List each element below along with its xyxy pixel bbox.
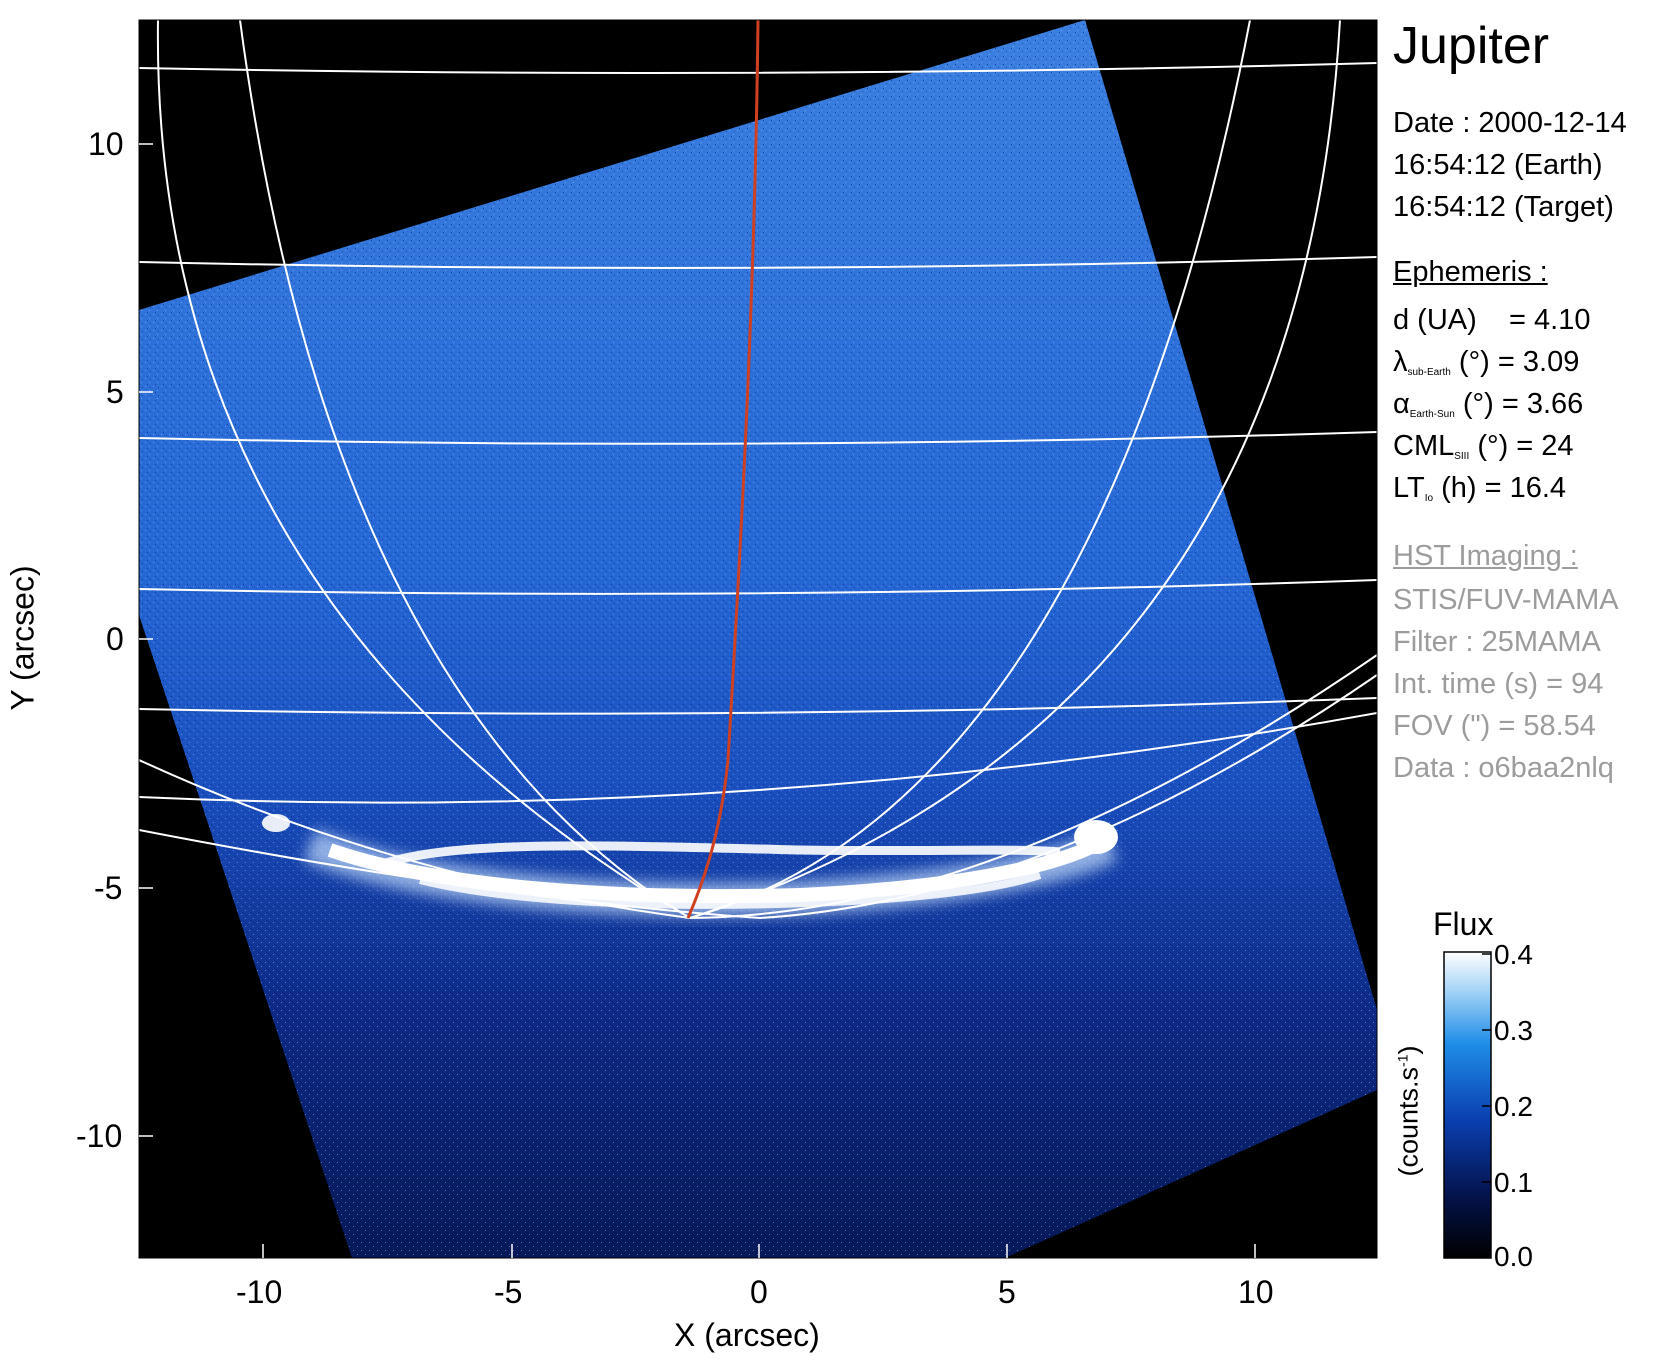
distance-value: = 4.10 bbox=[1509, 304, 1591, 336]
lambda-subscript: sub-Earth bbox=[1407, 367, 1451, 378]
colorbar bbox=[1443, 951, 1492, 1259]
ephemeris-heading: Ephemeris : bbox=[1393, 256, 1548, 288]
colorbar-label-close: ) bbox=[1393, 1045, 1424, 1055]
colorbar-tick-0.3: 0.3 bbox=[1494, 1015, 1533, 1046]
central-meridian bbox=[686, 20, 760, 919]
x-tick-label-neg10: -10 bbox=[236, 1274, 283, 1310]
colorbar-title: Flux bbox=[1433, 906, 1494, 942]
y-axis-ticks bbox=[139, 143, 153, 1137]
hst-fov: FOV (") = 58.54 bbox=[1393, 710, 1596, 742]
colorbar-tick-0.4: 0.4 bbox=[1494, 939, 1533, 970]
lambda-unit: (°) bbox=[1458, 346, 1490, 378]
cml-symbol: CML bbox=[1393, 430, 1455, 462]
hst-filter: Filter : 25MAMA bbox=[1393, 626, 1601, 658]
colorbar-ticks bbox=[1482, 953, 1491, 1257]
y-tick-label-neg10: -10 bbox=[76, 1118, 123, 1154]
observation-time-earth: 16:54:12 (Earth) bbox=[1393, 149, 1603, 181]
y-axis-title: Y (arcsec) bbox=[4, 565, 41, 711]
distance-label: d (UA) bbox=[1393, 304, 1477, 336]
ephemeris-distance: d (UA) = 4.10 bbox=[1393, 299, 1590, 341]
observation-date: Date : 2000-12-14 bbox=[1393, 107, 1627, 139]
detector-noise bbox=[139, 20, 1377, 1258]
ephemeris-cml: CMLSIII (°) = 24 bbox=[1393, 425, 1574, 478]
alpha-unit: (°) bbox=[1462, 388, 1494, 420]
colorbar-tick-0.2: 0.2 bbox=[1494, 1091, 1533, 1122]
lt-subscript: Io bbox=[1424, 493, 1434, 504]
cml-value: = 24 bbox=[1516, 430, 1574, 462]
colorbar-tick-0.0: 0.0 bbox=[1494, 1241, 1533, 1272]
hst-int-time: Int. time (s) = 94 bbox=[1393, 668, 1604, 700]
colorbar-label-text: (counts.s bbox=[1393, 1066, 1424, 1177]
ephemeris-phase-angle: αEarth-Sun (°) = 3.66 bbox=[1393, 383, 1583, 436]
lambda-symbol: λ bbox=[1393, 346, 1408, 378]
x-axis-title: X (arcsec) bbox=[674, 1317, 820, 1353]
y-tick-label-neg5: -5 bbox=[94, 870, 123, 906]
observation-time-target: 16:54:12 (Target) bbox=[1393, 191, 1614, 223]
x-tick-label-10: 10 bbox=[1238, 1274, 1274, 1310]
hst-instrument: STIS/FUV-MAMA bbox=[1393, 584, 1619, 616]
cml-subscript: SIII bbox=[1454, 451, 1470, 462]
lt-value: = 16.4 bbox=[1484, 472, 1567, 504]
x-tick-label-0: 0 bbox=[750, 1274, 768, 1310]
ephemeris-lt-io: LTIo (h) = 16.4 bbox=[1393, 467, 1566, 520]
alpha-subscript: Earth-Sun bbox=[1409, 409, 1455, 420]
colorbar-axis-label: (counts.s-1) bbox=[1385, 1046, 1427, 1177]
colorbar-label-exponent: -1 bbox=[1394, 1054, 1411, 1067]
cml-unit: (°) bbox=[1477, 430, 1509, 462]
lambda-value: = 3.09 bbox=[1497, 346, 1580, 378]
target-title: Jupiter bbox=[1393, 17, 1550, 75]
alpha-symbol: α bbox=[1393, 388, 1410, 420]
colorbar-tick-0.1: 0.1 bbox=[1494, 1167, 1533, 1198]
y-tick-label-10: 10 bbox=[88, 126, 124, 162]
ephemeris-sub-earth-latitude: λsub-Earth (°) = 3.09 bbox=[1393, 341, 1579, 394]
longitude-grid bbox=[156, 20, 1341, 919]
latitude-grid bbox=[139, 62, 1377, 920]
x-axis-ticks bbox=[262, 1244, 1256, 1258]
lt-unit: (h) bbox=[1441, 472, 1477, 504]
y-tick-label-0: 0 bbox=[106, 621, 124, 657]
alpha-value: = 3.66 bbox=[1501, 388, 1584, 420]
hst-data-id: Data : o6baa2nlq bbox=[1393, 752, 1614, 784]
x-tick-label-neg5: -5 bbox=[494, 1274, 523, 1310]
lt-symbol: LT bbox=[1393, 472, 1425, 504]
y-tick-label-5: 5 bbox=[106, 374, 124, 410]
x-tick-label-5: 5 bbox=[998, 1274, 1016, 1310]
hst-heading: HST Imaging : bbox=[1393, 540, 1578, 572]
